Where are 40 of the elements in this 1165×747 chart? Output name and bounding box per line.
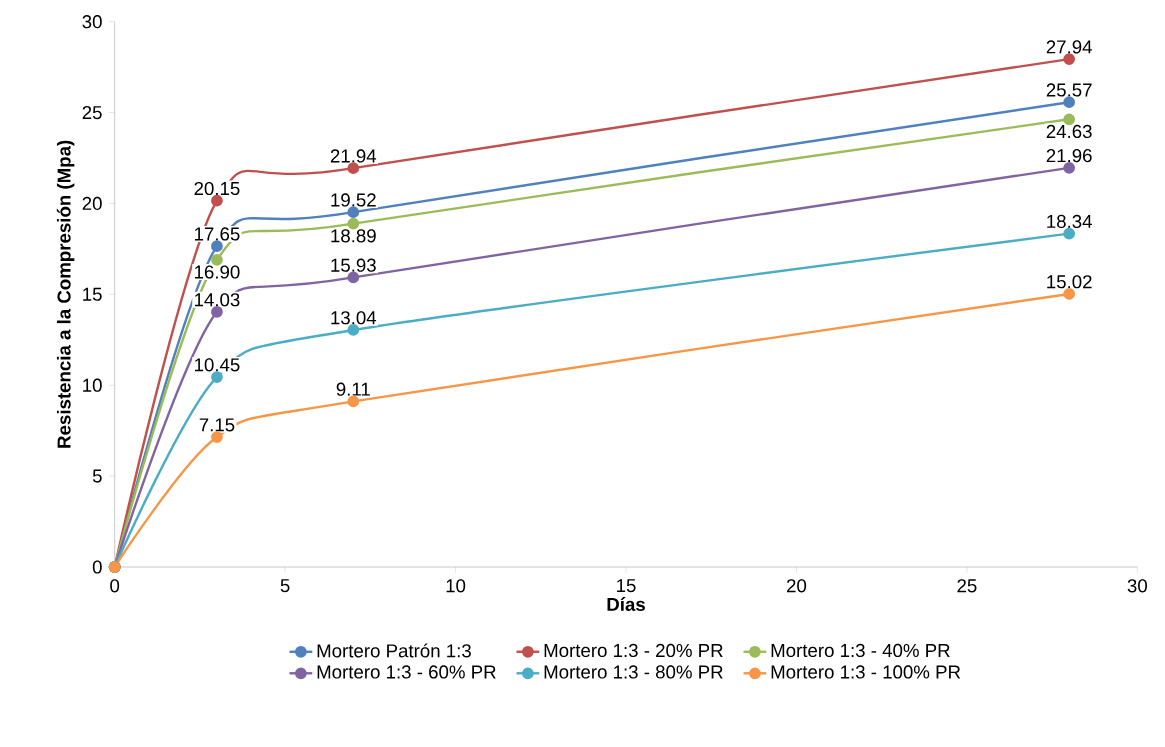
legend-label: Mortero 1:3 - 80% PR: [544, 665, 723, 679]
data-label: 14.03: [195, 293, 240, 307]
data-label: 16.90: [195, 265, 240, 279]
data-label: 9.11: [336, 382, 370, 396]
data-label: 17.65: [195, 227, 240, 241]
data-label: 15.93: [331, 258, 376, 272]
data-label: 25.57: [1046, 83, 1092, 97]
y-tick-label: 30: [82, 15, 102, 29]
x-tick-label: 30: [1127, 579, 1147, 593]
y-tick-label: 10: [83, 378, 102, 392]
data-label: 19.52: [331, 193, 376, 207]
data-label: 18.89: [331, 229, 376, 243]
x-tick-label: 0: [110, 579, 120, 593]
data-label: 21.94: [330, 149, 377, 163]
x-tick-label: 15: [617, 579, 636, 593]
data-label: 10.45: [195, 358, 240, 372]
data-label: 13.04: [331, 311, 377, 325]
y-tick-label: 0: [92, 560, 102, 574]
data-label: 15.02: [1047, 275, 1092, 289]
data-label: 21.96: [1046, 148, 1092, 163]
x-tick-label: 25: [957, 579, 977, 593]
x-tick-label: 10: [446, 579, 466, 593]
data-label: 27.94: [1046, 40, 1092, 54]
data-label: 18.34: [1047, 214, 1092, 229]
y-axis-title: Resistencia a la Compresión (Mpa): [56, 140, 75, 448]
data-label: 20.15: [194, 181, 240, 196]
legend-label: Mortero Patrón 1:3: [317, 643, 471, 658]
x-tick-label: 5: [280, 579, 290, 593]
x-tick-label: 20: [787, 579, 807, 593]
y-tick-label: 25: [82, 105, 102, 120]
legend-label: Mortero 1:3 - 60% PR: [317, 665, 496, 679]
y-tick-label: 15: [83, 287, 102, 301]
y-tick-label: 20: [82, 196, 102, 211]
y-tick-label: 5: [92, 469, 102, 483]
legend-label: Mortero 1:3 - 40% PR: [771, 643, 950, 658]
x-axis-title: Días: [607, 597, 645, 611]
legend-label: Mortero 1:3 - 100% PR: [771, 665, 961, 679]
legend-label: Mortero 1:3 - 20% PR: [544, 643, 723, 658]
data-label: 7.15: [199, 418, 235, 432]
data-label: 24.63: [1046, 124, 1092, 139]
